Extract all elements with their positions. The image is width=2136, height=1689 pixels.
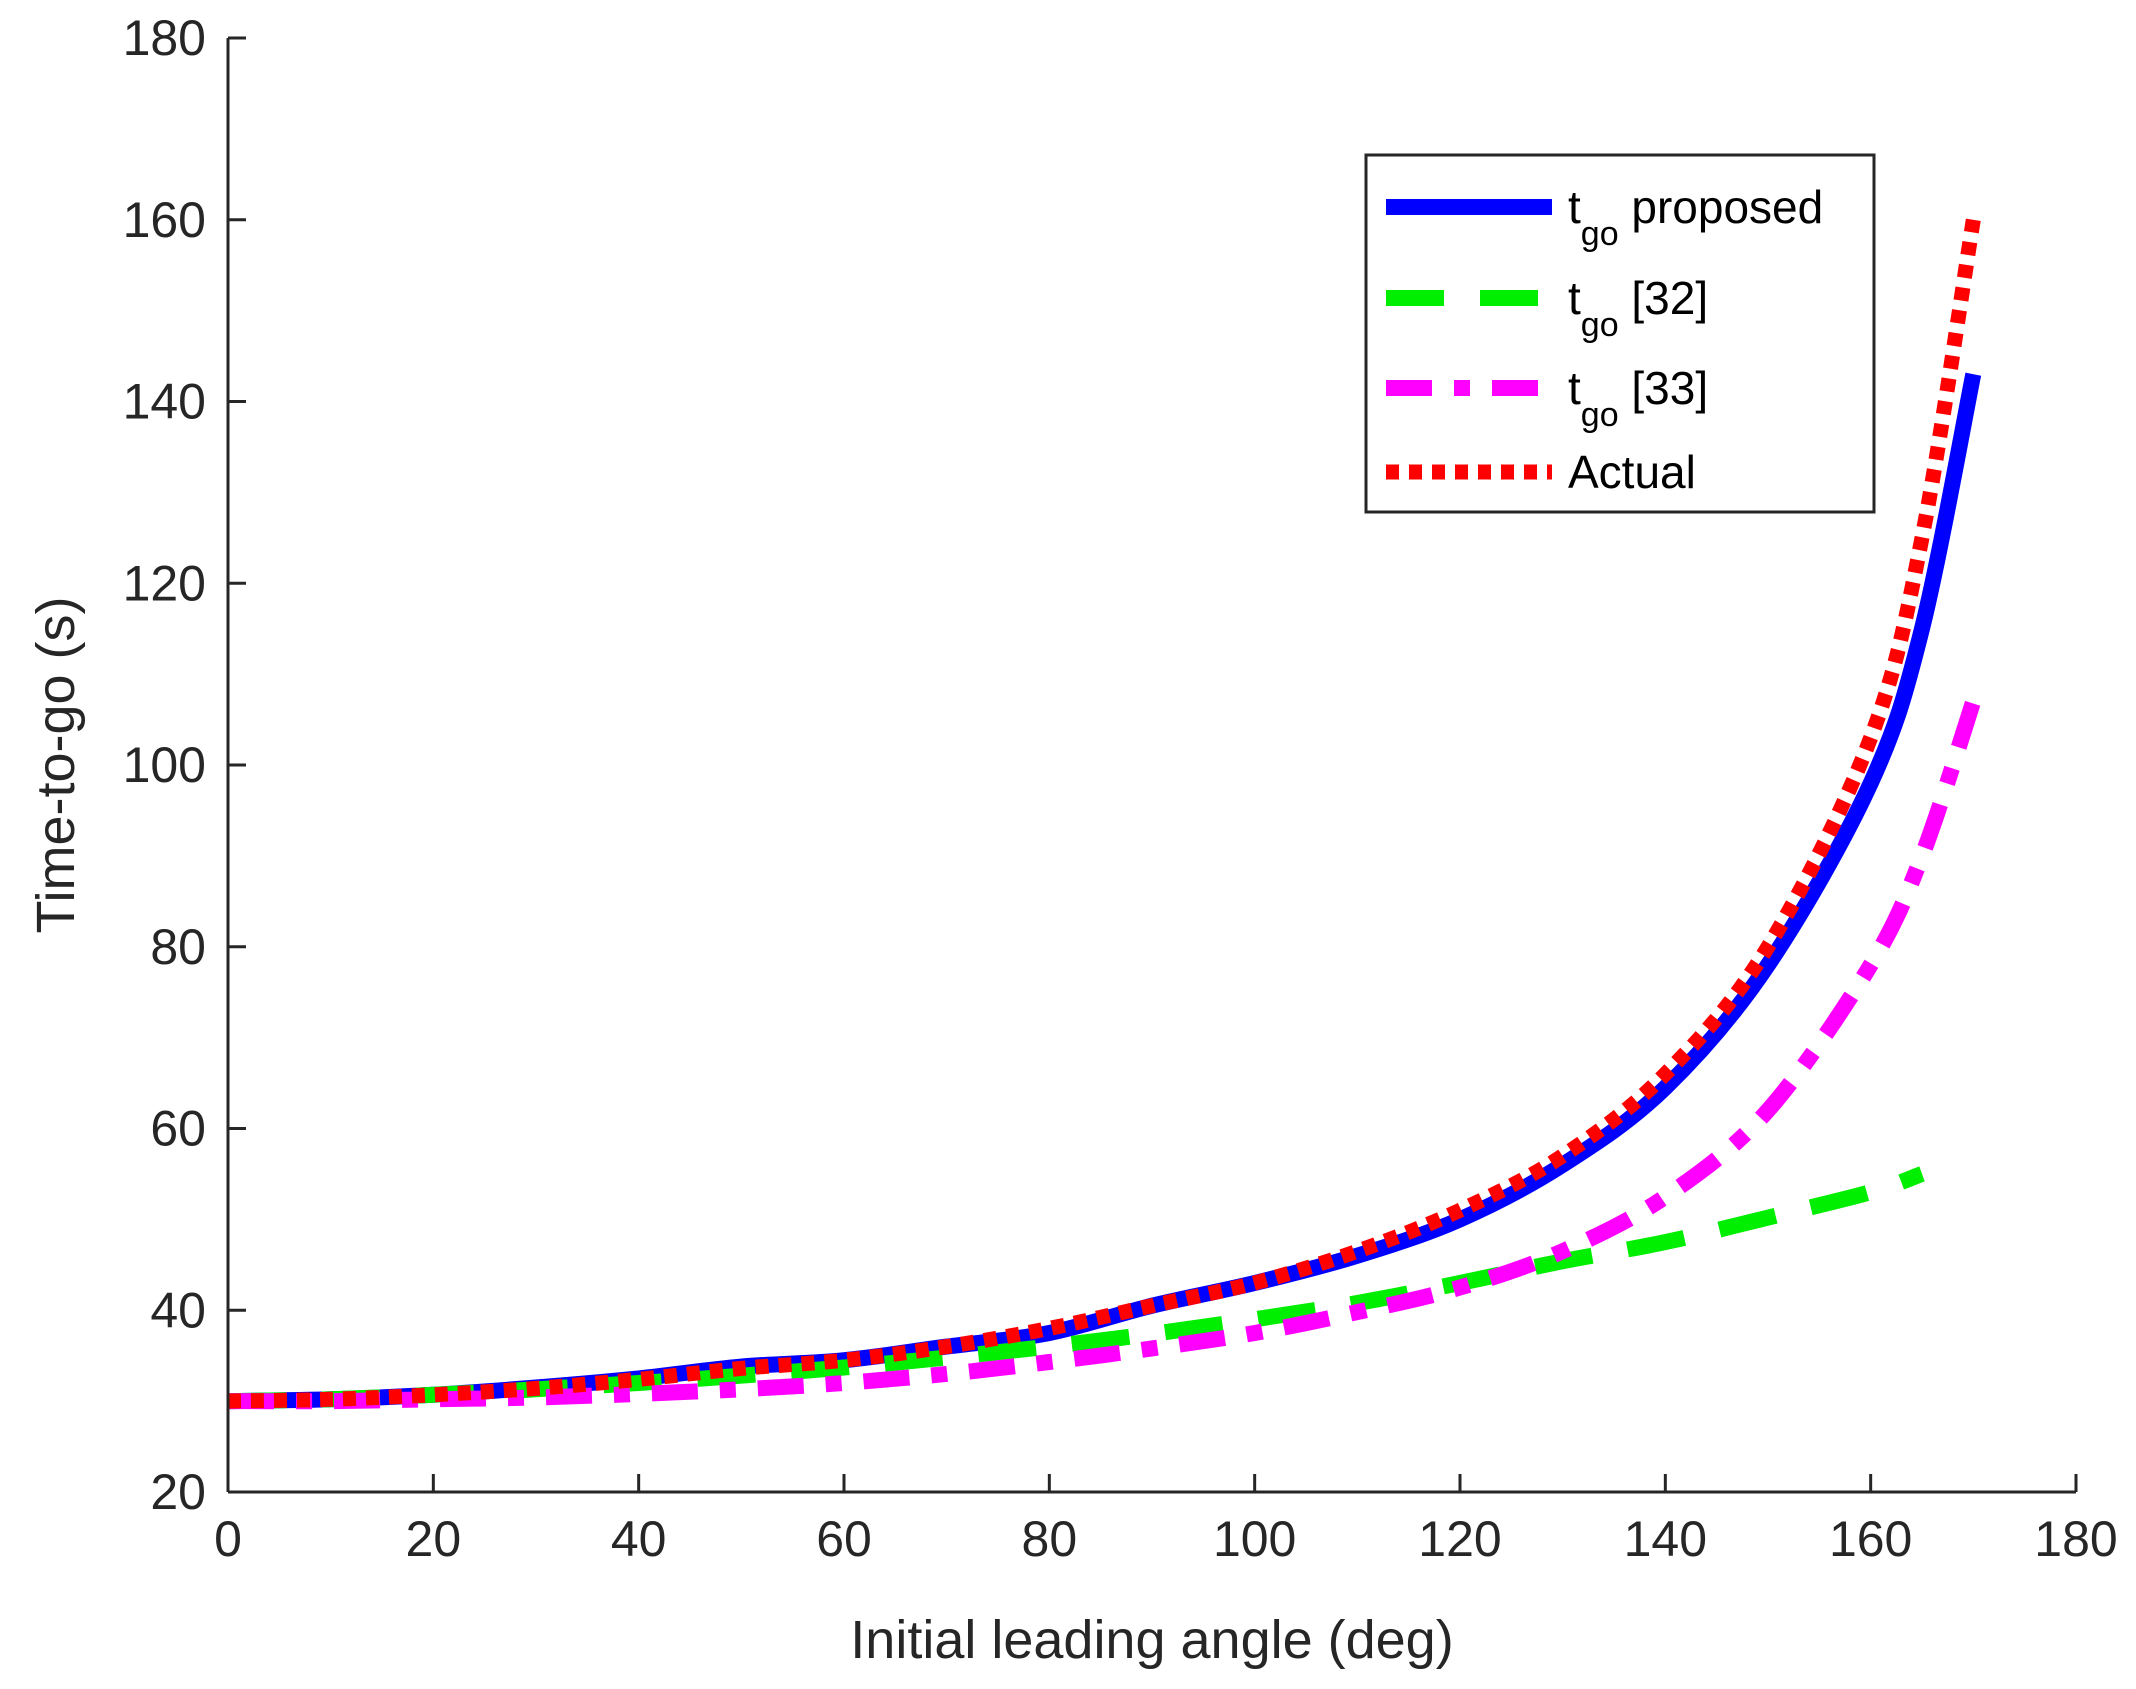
x-tick-label: 80 (1022, 1511, 1078, 1567)
y-tick-label: 120 (123, 555, 206, 611)
legend-entry-4: Actual (1568, 446, 1696, 498)
legend-entry-2: tgo [32] (1568, 272, 1708, 344)
legend-entry-1: tgo proposed (1568, 181, 1823, 253)
axes-layer: 0 20 40 60 80 100 120 140 160 1802040608010012014… (26, 10, 2118, 1670)
y-tick-label: 20 (150, 1464, 206, 1520)
y-tick-label: 140 (123, 374, 206, 430)
series-layer (227, 218, 1982, 1410)
y-tick-label: 80 (150, 919, 206, 975)
y-tick-label: 180 (123, 10, 206, 66)
x-tick-label: 180 (2034, 1511, 2117, 1567)
y-axis-label: Time-to-go (s) (26, 596, 86, 933)
x-tick-label: 160 (1829, 1511, 1912, 1567)
series-line-4 (227, 218, 1981, 1409)
x-axis-label: Initial leading angle (deg) (850, 1610, 1453, 1670)
x-tick-label: 40 (611, 1511, 667, 1567)
y-tick-label: 60 (150, 1101, 206, 1157)
legend: tgo proposed tgo [32] tgo [33] Actual (1364, 153, 1876, 514)
y-tick-label: 100 (123, 737, 206, 793)
x-tick-label: 100 (1213, 1511, 1296, 1567)
y-tick-label: 40 (150, 1282, 206, 1338)
x-tick-label: 0 (214, 1511, 242, 1567)
legend-entry-3: tgo [33] (1568, 362, 1708, 434)
x-tick-label: 120 (1418, 1511, 1501, 1567)
x-tick-label: 60 (816, 1511, 872, 1567)
x-tick-label: 20 (406, 1511, 462, 1567)
y-tick-label: 160 (123, 192, 206, 248)
x-tick-label: 140 (1624, 1511, 1707, 1567)
